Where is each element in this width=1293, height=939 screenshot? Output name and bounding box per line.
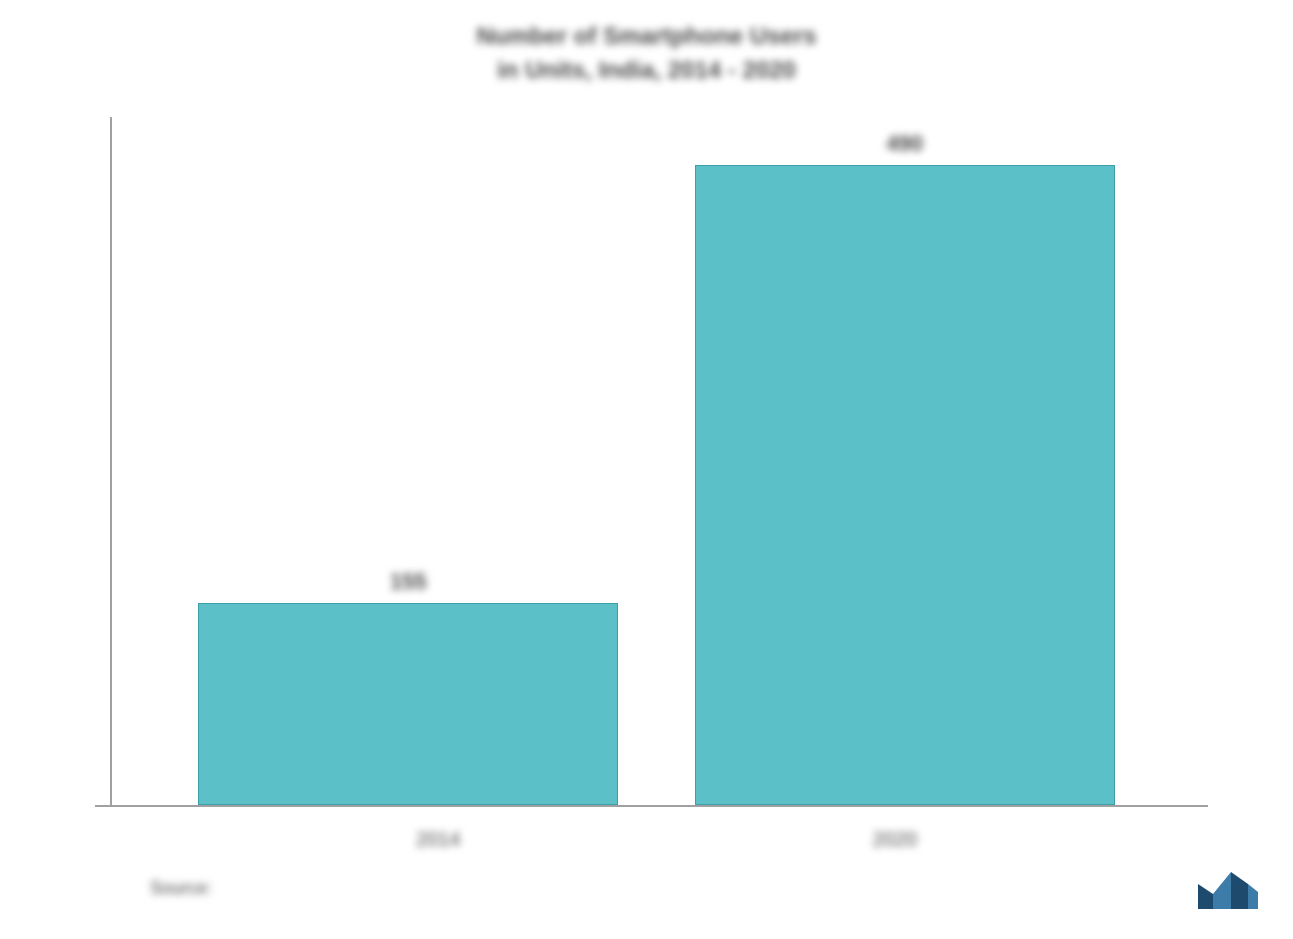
title-line-2: in Units, India, 2014 - 2020 [497,57,796,84]
title-line-1: Number of Smartphone Users [476,23,816,50]
x-labels: 2014 2020 [160,829,1173,852]
logo-icon [1193,864,1263,914]
bars-group: 155 490 [110,117,1203,805]
footnote: Source: [150,878,212,899]
x-axis [95,805,1208,807]
chart-title: Number of Smartphone Users in Units, Ind… [60,20,1233,87]
plot-area: 155 490 2014 2020 [110,117,1203,807]
bar-0 [198,603,618,805]
x-label-1: 2020 [685,829,1105,852]
x-label-0: 2014 [228,829,648,852]
bar-group-1: 490 [695,131,1115,805]
bar-value-1: 490 [886,131,923,157]
bar-1 [695,165,1115,805]
bar-group-0: 155 [198,569,618,805]
chart-container: Number of Smartphone Users in Units, Ind… [60,20,1233,900]
bar-value-0: 155 [390,569,427,595]
